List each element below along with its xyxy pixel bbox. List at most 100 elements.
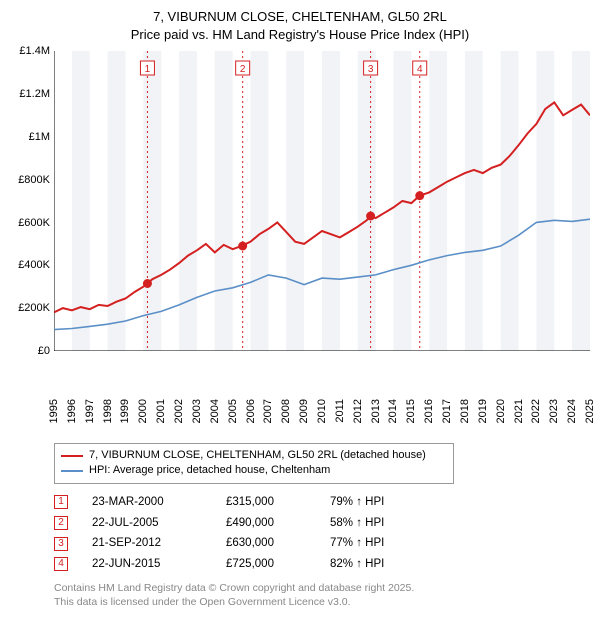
x-tick-label: 2013 (370, 399, 382, 423)
x-axis: 1995199619971998199920002001200220032004… (54, 395, 590, 437)
chart-container: 7, VIBURNUM CLOSE, CHELTENHAM, GL50 2RL … (0, 0, 600, 609)
x-tick-label: 2006 (245, 399, 257, 423)
transaction-price: £630,000 (226, 533, 306, 554)
footer-line-1: Contains HM Land Registry data © Crown c… (54, 581, 590, 595)
marker-num-4: 4 (417, 64, 423, 75)
grid-band (72, 51, 90, 351)
legend-swatch (61, 455, 83, 458)
legend-swatch (61, 470, 83, 472)
chart-title: 7, VIBURNUM CLOSE, CHELTENHAM, GL50 2RL … (10, 8, 590, 43)
legend-row: 7, VIBURNUM CLOSE, CHELTENHAM, GL50 2RL … (61, 448, 447, 463)
x-tick-label: 2012 (352, 399, 364, 423)
x-tick-label: 2023 (548, 399, 560, 423)
marker-num-2: 2 (240, 64, 246, 75)
marker-num-1: 1 (145, 64, 151, 75)
transaction-date: 23-MAR-2000 (92, 492, 202, 513)
grid-band (108, 51, 126, 351)
x-tick-label: 2011 (334, 399, 346, 423)
grid-band (501, 51, 519, 351)
x-tick-label: 2002 (173, 399, 185, 423)
legend-row: HPI: Average price, detached house, Chel… (61, 463, 447, 478)
y-tick-label: £400K (18, 259, 50, 271)
transaction-price: £725,000 (226, 554, 306, 575)
footer: Contains HM Land Registry data © Crown c… (54, 581, 590, 609)
transaction-hpi-diff: 82% ↑ HPI (330, 554, 420, 575)
x-tick-label: 1999 (119, 399, 131, 423)
plot-svg: 1 2 3 4 (54, 51, 590, 351)
y-tick-label: £1.2M (19, 88, 50, 100)
transaction-marker: 3 (54, 537, 68, 551)
x-tick-label: 2003 (191, 399, 203, 423)
legend: 7, VIBURNUM CLOSE, CHELTENHAM, GL50 2RL … (54, 443, 454, 484)
y-tick-label: £0 (38, 345, 50, 357)
grid-band (429, 51, 447, 351)
y-axis: £0£200K£400K£600K£800K£1M£1.2M£1.4M (10, 49, 54, 395)
grid-band (572, 51, 590, 351)
grid-band (179, 51, 197, 351)
x-tick-label: 2020 (495, 399, 507, 423)
grid-band (358, 51, 376, 351)
y-tick-label: £1.4M (19, 45, 50, 57)
grid-band (465, 51, 483, 351)
transaction-row: 1 23-MAR-2000 £315,000 79% ↑ HPI (54, 492, 590, 513)
transaction-row: 4 22-JUN-2015 £725,000 82% ↑ HPI (54, 554, 590, 575)
transaction-date: 22-JUL-2005 (92, 513, 202, 534)
grid-band (251, 51, 269, 351)
x-tick-label: 2019 (477, 399, 489, 423)
x-tick-label: 2008 (280, 399, 292, 423)
title-line-2: Price paid vs. HM Land Registry's House … (10, 26, 590, 44)
x-tick-label: 2015 (405, 399, 417, 423)
x-tick-label: 1998 (102, 399, 114, 423)
grid-band (536, 51, 554, 351)
y-tick-label: £800K (18, 174, 50, 186)
legend-label: HPI: Average price, detached house, Chel… (89, 463, 330, 478)
x-tick-label: 2009 (298, 399, 310, 423)
transaction-marker: 2 (54, 516, 68, 530)
title-line-1: 7, VIBURNUM CLOSE, CHELTENHAM, GL50 2RL (10, 8, 590, 26)
grid-band (322, 51, 340, 351)
marker-num-3: 3 (368, 64, 374, 75)
x-tick-label: 2016 (423, 399, 435, 423)
transaction-price: £490,000 (226, 513, 306, 534)
x-tick-label: 2005 (227, 399, 239, 423)
x-tick-label: 2000 (137, 399, 149, 423)
marker-dot-4 (415, 191, 424, 200)
transaction-price: £315,000 (226, 492, 306, 513)
transaction-row: 3 21-SEP-2012 £630,000 77% ↑ HPI (54, 533, 590, 554)
x-tick-label: 1997 (84, 399, 96, 423)
plot-wrap: £0£200K£400K£600K£800K£1M£1.2M£1.4M 1234 (10, 49, 590, 395)
transaction-date: 21-SEP-2012 (92, 533, 202, 554)
y-tick-label: £1M (29, 131, 50, 143)
x-tick-label: 2025 (584, 399, 596, 423)
x-tick-label: 2017 (441, 399, 453, 423)
y-tick-label: £600K (18, 217, 50, 229)
x-tick-label: 2007 (262, 399, 274, 423)
y-tick-label: £200K (18, 302, 50, 314)
transaction-hpi-diff: 79% ↑ HPI (330, 492, 420, 513)
x-tick-label: 2010 (316, 399, 328, 423)
marker-dot-3 (366, 212, 375, 221)
x-tick-label: 1995 (48, 399, 60, 423)
grid-band (215, 51, 233, 351)
grid-band (143, 51, 161, 351)
x-tick-label: 2014 (387, 399, 399, 423)
plot-area: 1 2 3 4 (54, 51, 590, 351)
x-tick-label: 2001 (155, 399, 167, 423)
x-tick-label: 2018 (459, 399, 471, 423)
transaction-marker: 1 (54, 495, 68, 509)
transaction-marker: 4 (54, 557, 68, 571)
transaction-date: 22-JUN-2015 (92, 554, 202, 575)
x-tick-label: 2004 (209, 399, 221, 423)
x-tick-label: 2024 (566, 399, 578, 423)
transaction-row: 222-JUL-2005£490,00058% ↑ HPI (54, 513, 590, 534)
legend-label: 7, VIBURNUM CLOSE, CHELTENHAM, GL50 2RL … (89, 448, 426, 463)
marker-dot-2 (238, 242, 247, 251)
transactions-table: 1 23-MAR-2000 £315,000 79% ↑ HPI 2 22-JUL-200… (54, 492, 590, 575)
transaction-hpi-diff: 77% ↑ HPI (330, 533, 420, 554)
x-tick-label: 1996 (66, 399, 78, 423)
marker-dot-1 (143, 279, 152, 288)
x-tick-label: 2022 (530, 399, 542, 423)
footer-line-2: This data is licensed under the Open Gov… (54, 595, 590, 609)
x-tick-label: 2021 (513, 399, 525, 423)
grid-band (286, 51, 304, 351)
